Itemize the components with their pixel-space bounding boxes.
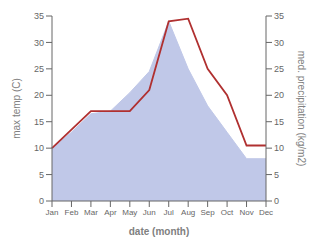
svg-text:35: 35 [34,11,44,21]
svg-text:0: 0 [39,196,44,206]
svg-text:15: 15 [274,117,284,127]
svg-text:20: 20 [34,90,44,100]
svg-text:Aug: Aug [181,208,195,217]
svg-text:max temp (C): max temp (C) [11,78,22,139]
svg-text:May: May [122,208,137,217]
svg-text:Sep: Sep [201,208,216,217]
svg-text:Feb: Feb [65,208,79,217]
svg-text:Nov: Nov [239,208,253,217]
svg-text:5: 5 [274,170,279,180]
svg-text:25: 25 [274,64,284,74]
svg-text:date (month): date (month) [129,226,190,237]
svg-text:Jul: Jul [164,208,174,217]
svg-text:30: 30 [34,38,44,48]
svg-text:15: 15 [34,117,44,127]
svg-text:med. precipitation (kg/m2): med. precipitation (kg/m2) [296,51,307,167]
svg-text:0: 0 [274,196,279,206]
svg-text:20: 20 [274,90,284,100]
svg-text:10: 10 [34,143,44,153]
svg-text:30: 30 [274,38,284,48]
svg-text:Jun: Jun [143,208,156,217]
svg-text:25: 25 [34,64,44,74]
svg-text:Dec: Dec [259,208,273,217]
svg-text:Oct: Oct [221,208,234,217]
svg-text:Jan: Jan [46,208,59,217]
svg-text:5: 5 [39,170,44,180]
svg-text:Apr: Apr [104,208,117,217]
svg-text:Mar: Mar [84,208,98,217]
svg-text:10: 10 [274,143,284,153]
svg-text:35: 35 [274,11,284,21]
